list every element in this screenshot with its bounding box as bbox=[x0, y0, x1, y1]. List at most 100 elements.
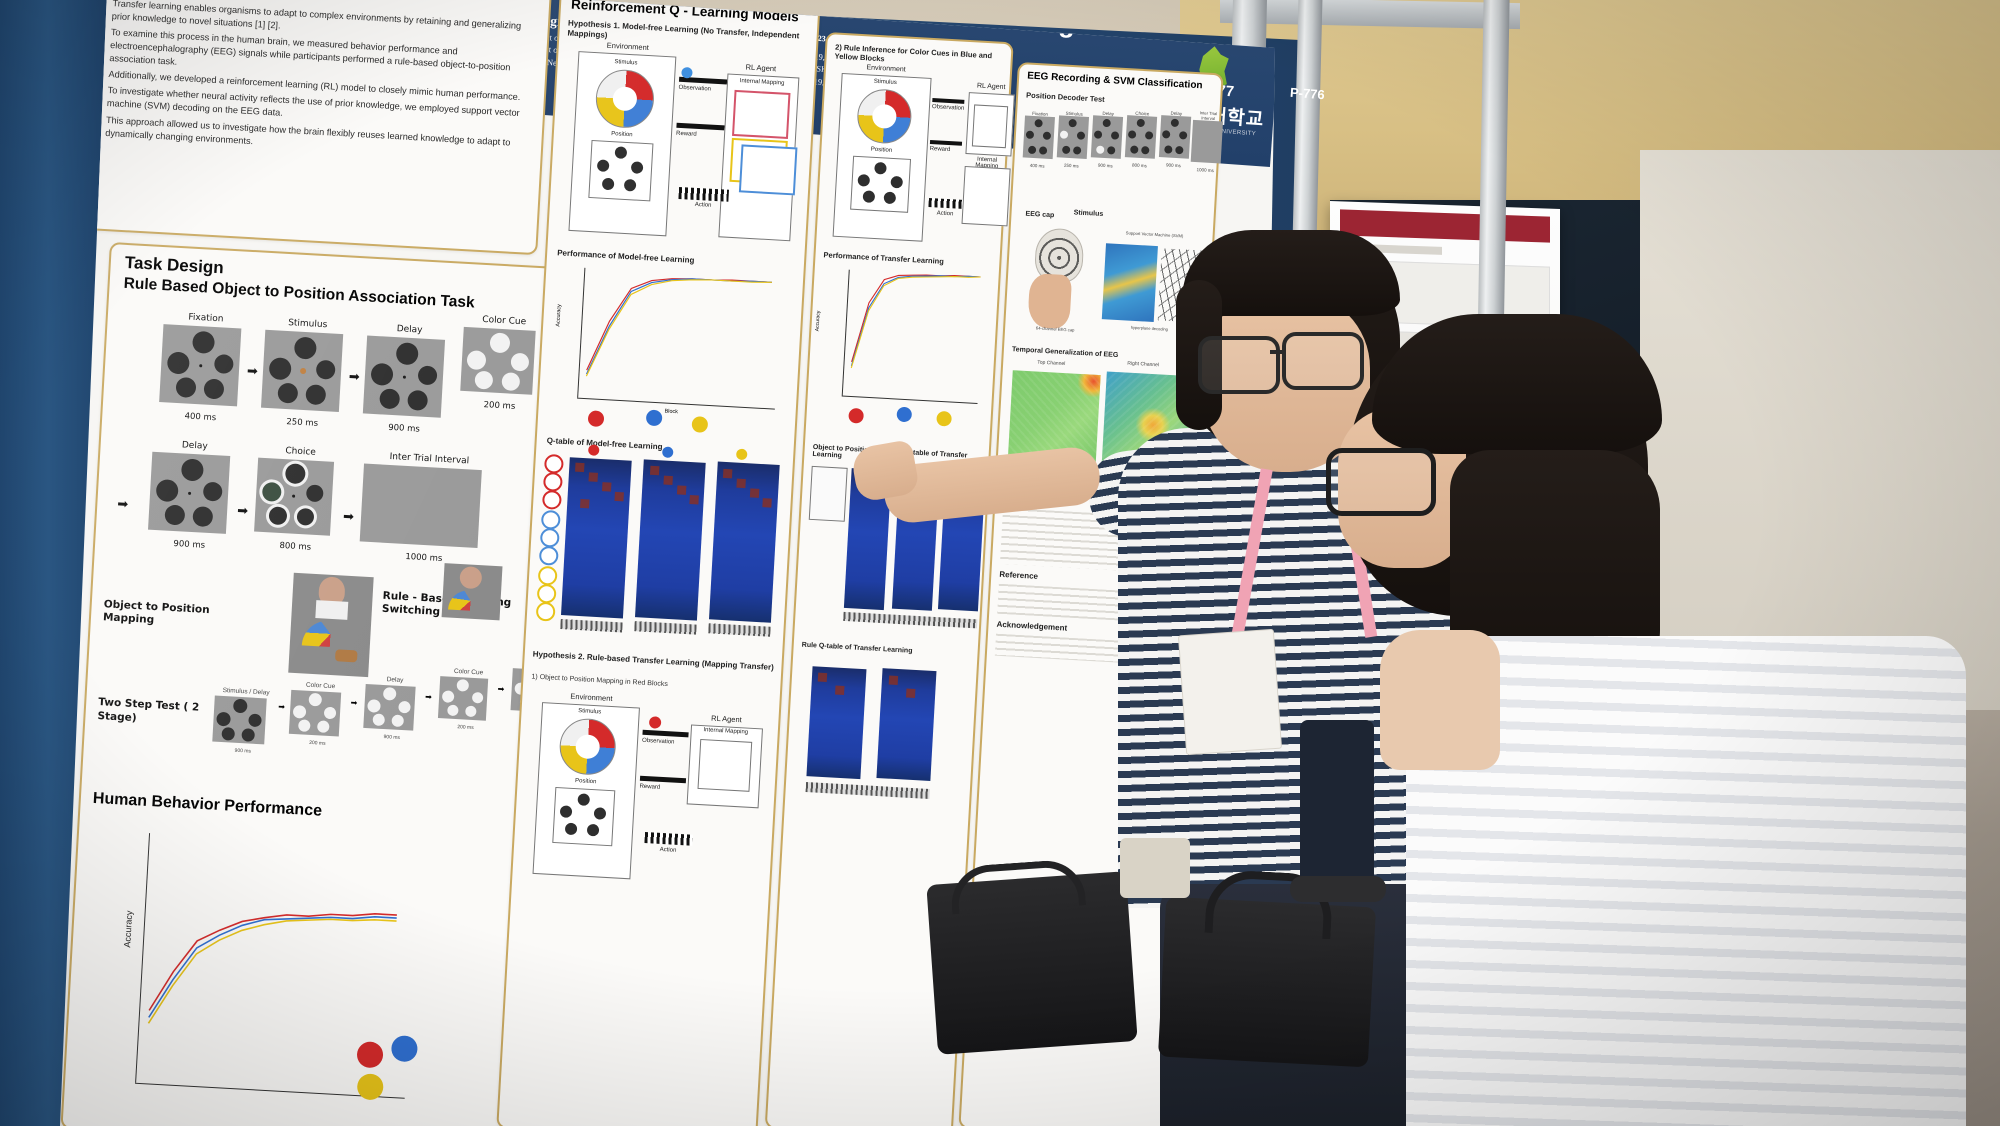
decoder-frame-4 bbox=[1158, 115, 1192, 159]
reward-label-2: Reward bbox=[639, 783, 661, 791]
stimulus-frame-choice bbox=[254, 457, 335, 536]
mapping-grid-2 bbox=[697, 739, 753, 792]
stimulus-frame-color-cue bbox=[460, 326, 536, 395]
position-box-2 bbox=[552, 786, 616, 847]
trial-label-fixation: Fixation bbox=[188, 312, 224, 325]
glasses-icon-right bbox=[1282, 332, 1364, 390]
object-to-position-mapping-image bbox=[288, 572, 374, 678]
rl-agent-label: RL Agent bbox=[745, 62, 777, 74]
action-arrow-3 bbox=[928, 198, 963, 209]
floor-box bbox=[1120, 838, 1190, 898]
qtable-heatmap-yellow bbox=[708, 461, 780, 623]
observation-arrow-3 bbox=[932, 98, 965, 104]
two-step-ms-0: 900 ms bbox=[234, 747, 252, 755]
internal-mapping-box-3 bbox=[961, 165, 1011, 227]
observation-label-3: Observation bbox=[931, 104, 965, 112]
perf-transfer-heading: Performance of Transfer Learning bbox=[823, 250, 945, 266]
object-to-position-mapping-label: Object to Position Mapping bbox=[102, 598, 210, 627]
visitor-neck bbox=[1380, 630, 1500, 770]
qtable-x-tick-labels-blue bbox=[634, 621, 697, 635]
decoder-frame-ms-5: 1000 ms bbox=[1196, 167, 1215, 174]
glasses-icon bbox=[1326, 448, 1436, 516]
mapping-blue bbox=[738, 144, 798, 196]
human-behavior-performance-heading: Human Behavior Performance bbox=[92, 789, 323, 820]
panel-reinforcement-learning[interactable]: Reinforcement Q - Learning Models Hypoth… bbox=[496, 0, 821, 1126]
introduction-bullets: Transfer learning enables organisms to a… bbox=[94, 0, 533, 166]
chart-human-behavior-performance: Accuracy bbox=[103, 831, 429, 1126]
perf-model-free-heading: Performance of Model-free Learning bbox=[556, 248, 695, 265]
legend-dot-blue bbox=[645, 409, 663, 427]
two-step-ms-3: 200 ms bbox=[457, 724, 474, 732]
stimulus-frame-iti bbox=[359, 463, 482, 548]
mapping-grid-3 bbox=[971, 104, 1009, 149]
decoder-frame-ms-4: 900 ms bbox=[1165, 162, 1181, 169]
qtable-transfer-tick-strip bbox=[843, 611, 978, 629]
arrow-icon: ➡ bbox=[348, 368, 361, 385]
position-decoder-heading: Position Decoder Test bbox=[1025, 90, 1105, 104]
diagram-rule-inference: Environment Stimulus Position Observatio… bbox=[824, 63, 1015, 252]
action-arrow bbox=[678, 186, 730, 202]
panel-rule-inference[interactable]: 2) Rule Inference for Color Cues in Blue… bbox=[764, 32, 1015, 1126]
qtable-heatmap-red bbox=[560, 457, 632, 619]
arrow-icon: ➡ bbox=[246, 362, 259, 379]
arrow-icon: ➡ bbox=[117, 495, 129, 512]
arrow-icon: ➡ bbox=[342, 508, 355, 525]
task-design-heading: Task Design bbox=[124, 252, 225, 278]
chart-x-axis-label: Block bbox=[664, 408, 679, 416]
rl-agent-label-2: RL Agent bbox=[710, 713, 742, 725]
reward-arrow-2 bbox=[639, 775, 687, 784]
chart-perf-model-free: Accuracy Block bbox=[553, 263, 792, 441]
two-step-frame-2 bbox=[363, 683, 416, 731]
observation-label-2: Observation bbox=[641, 737, 675, 746]
action-token-icon-2 bbox=[648, 716, 662, 729]
reward-arrow bbox=[676, 122, 725, 131]
reward-label: Reward bbox=[675, 130, 697, 138]
panel-task-design[interactable]: Task Design Rule Based Object to Positio… bbox=[60, 242, 566, 1126]
action-arrow-2 bbox=[644, 832, 693, 846]
two-step-ms-1: 200 ms bbox=[308, 739, 326, 747]
mapping-red bbox=[732, 89, 791, 139]
qtable-model-free-group bbox=[534, 444, 788, 653]
stimulus-frame-delay-1 bbox=[362, 335, 446, 418]
legend-dot-red bbox=[848, 407, 865, 424]
qtable-marker-blue bbox=[661, 446, 674, 459]
decoder-frame-1 bbox=[1056, 115, 1090, 159]
black-tote-bag bbox=[1157, 868, 1377, 1068]
stimulus-frame-fixation bbox=[159, 324, 242, 407]
decoder-frame-ms-1: 250 ms bbox=[1063, 162, 1079, 169]
rl-agent-label-3: RL Agent bbox=[976, 82, 1006, 92]
hypothesis-2-heading: Hypothesis 2. Rule-based Transfer Learni… bbox=[532, 649, 775, 672]
legend-dot-yellow bbox=[691, 416, 709, 433]
trial-duration-delay-2: 900 ms bbox=[173, 539, 206, 551]
decoder-frame-ms-2: 900 ms bbox=[1097, 162, 1113, 169]
arrow-icon: ➡ bbox=[424, 692, 433, 702]
trial-label-choice: Choice bbox=[285, 446, 317, 458]
qtable-x-tick-labels-yellow bbox=[708, 623, 771, 637]
stimulus-frame-delay-2 bbox=[148, 451, 231, 534]
distant-attendee-legs bbox=[1300, 720, 1374, 890]
two-step-test-label: Two Step Test ( 2 Stage) bbox=[97, 696, 200, 724]
two-step-frame-3 bbox=[437, 676, 489, 721]
rule-qtable-heatmap-1 bbox=[806, 666, 867, 780]
distant-booth-wall bbox=[1640, 150, 2000, 710]
qtable-marker-red bbox=[587, 444, 600, 456]
reward-label-3: Reward bbox=[929, 145, 951, 154]
eeg-cap-heading: EEG cap bbox=[1025, 210, 1055, 220]
task-design-subheading: Rule Based Object to Position Associatio… bbox=[123, 274, 476, 312]
neighbor-poster-title-band bbox=[1340, 209, 1550, 243]
two-step-frame-0 bbox=[212, 695, 267, 745]
neighbor-poster-number: P-776 bbox=[1289, 84, 1326, 103]
position-box-3 bbox=[850, 155, 912, 213]
trial-label-delay-2: Delay bbox=[181, 440, 208, 452]
position-box bbox=[588, 139, 654, 202]
panel-introduction[interactable]: Introduction Transfer learning enables o… bbox=[78, 0, 553, 256]
qtable-x-tick-labels-red bbox=[560, 619, 623, 633]
reward-arrow-3 bbox=[929, 139, 963, 146]
env-box-label-2: Environment bbox=[570, 691, 613, 704]
person-visitor bbox=[1320, 314, 1966, 1126]
glasses-icon bbox=[1198, 336, 1280, 394]
legend-dot-yellow bbox=[936, 410, 953, 427]
qtable-marker-yellow bbox=[735, 448, 748, 461]
temporal-panel-left-label: Top Channel bbox=[1037, 359, 1066, 368]
glasses-bridge bbox=[1270, 350, 1286, 354]
